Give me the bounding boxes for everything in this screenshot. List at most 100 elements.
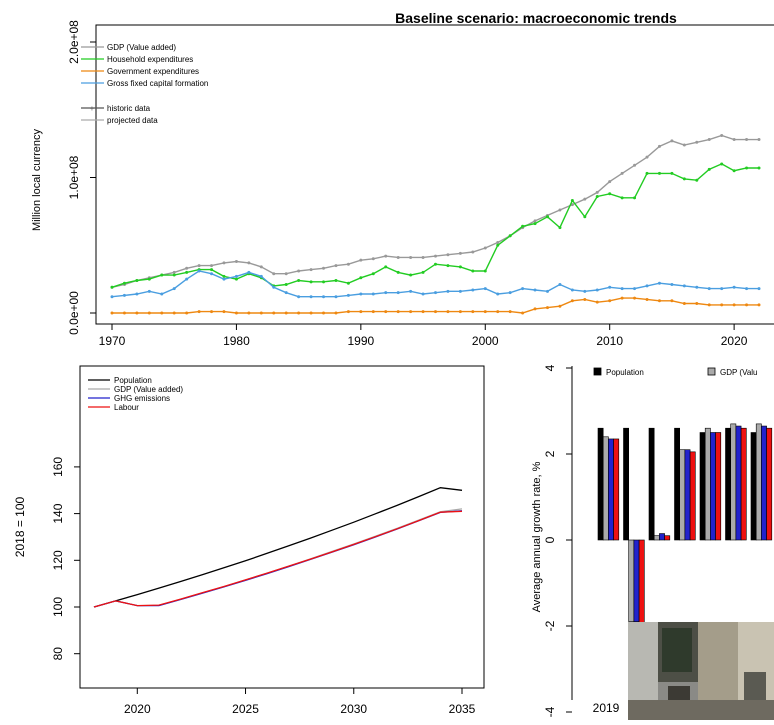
series-line-household: [111, 163, 759, 288]
data-point-household: [147, 277, 151, 281]
data-point-gfcf: [545, 289, 549, 293]
data-point-gdp: [608, 180, 612, 184]
data-point-government: [172, 311, 176, 315]
data-point-household: [682, 177, 686, 181]
data-point-gdp: [682, 143, 686, 147]
data-point-household: [558, 226, 562, 230]
chart-title: Baseline scenario: macroeconomic trends: [395, 10, 677, 26]
y-tick-label: 160: [51, 457, 65, 477]
data-point-gfcf: [147, 289, 151, 293]
y-tick-label: 0: [543, 536, 557, 543]
data-point-gdp: [334, 264, 338, 268]
data-point-gfcf: [670, 283, 674, 287]
y-axis-label: Average annual growth rate, %: [531, 461, 543, 612]
legend-label: Household expenditures: [107, 55, 193, 64]
data-point-government: [745, 303, 749, 307]
data-point-household: [322, 280, 326, 284]
legend-label: GDP (Value added): [107, 43, 176, 52]
data-point-household: [371, 272, 375, 276]
bar: [674, 427, 680, 541]
data-point-gdp: [396, 255, 400, 259]
data-point-government: [558, 304, 562, 308]
data-point-gdp: [670, 139, 674, 143]
data-point-household: [446, 264, 450, 268]
data-point-household: [384, 265, 388, 269]
x-tick-label: 2000: [472, 334, 499, 348]
data-point-gfcf: [172, 287, 176, 291]
data-point-gfcf: [247, 270, 251, 274]
data-point-gfcf: [508, 291, 512, 295]
data-point-government: [297, 311, 301, 315]
data-point-gfcf: [110, 295, 114, 299]
data-point-gfcf: [160, 292, 164, 296]
data-point-gdp: [446, 253, 450, 257]
data-point-household: [122, 281, 126, 285]
data-point-government: [757, 303, 761, 307]
legend-swatch: [593, 367, 602, 376]
data-point-household: [297, 278, 301, 282]
data-point-gdp: [309, 268, 313, 272]
data-point-gdp: [284, 272, 288, 276]
legend-label: historic data: [107, 104, 151, 113]
data-point-gdp: [259, 265, 263, 269]
data-point-government: [508, 310, 512, 314]
x-tick-label: 2020: [721, 334, 748, 348]
y-axis-label: Million local currency: [31, 128, 43, 231]
data-point-household: [545, 215, 549, 219]
bar: [730, 423, 737, 541]
data-point-gfcf: [234, 274, 238, 278]
data-point-gfcf: [396, 291, 400, 295]
bar: [689, 451, 696, 541]
bar: [633, 539, 640, 622]
data-point-government: [359, 310, 363, 314]
data-point-household: [745, 166, 749, 170]
data-point-household: [334, 278, 338, 282]
data-point-gfcf: [222, 277, 226, 281]
data-point-government: [247, 311, 251, 315]
data-point-government: [720, 303, 724, 307]
data-point-gfcf: [272, 285, 276, 289]
data-point-gdp: [409, 255, 413, 259]
data-point-gdp: [483, 246, 487, 250]
legend-label: GHG emissions: [114, 394, 170, 403]
y-tick-label: 100: [51, 597, 65, 617]
data-point-household: [633, 196, 637, 200]
bar: [725, 427, 731, 541]
bar: [740, 427, 747, 541]
data-point-gfcf: [421, 292, 425, 296]
data-point-government: [334, 311, 338, 315]
data-point-gdp: [346, 262, 350, 266]
x-tick-label: 1970: [99, 334, 126, 348]
data-point-household: [284, 283, 288, 287]
legend-label: projected data: [107, 116, 158, 125]
data-point-government: [371, 310, 375, 314]
data-point-government: [197, 310, 201, 314]
y-tick-label: 80: [51, 647, 65, 661]
data-point-household: [720, 162, 724, 166]
data-point-gfcf: [122, 293, 126, 297]
data-point-gdp: [620, 171, 624, 175]
data-point-gfcf: [458, 289, 462, 293]
data-point-gfcf: [483, 287, 487, 291]
data-point-gfcf: [409, 289, 413, 293]
data-point-household: [346, 281, 350, 285]
data-point-government: [645, 297, 649, 301]
data-point-household: [645, 171, 649, 175]
data-point-government: [670, 299, 674, 303]
bar: [755, 423, 762, 541]
legend-label: GDP (Valu: [720, 368, 758, 377]
x-tick-label: 1990: [347, 334, 374, 348]
data-point-household: [657, 171, 661, 175]
x-tick-label: 2019: [593, 701, 620, 715]
data-point-government: [483, 310, 487, 314]
y-tick-label: 1.0e+08: [67, 155, 81, 199]
data-point-government: [309, 311, 313, 315]
data-point-government: [682, 302, 686, 306]
data-point-household: [160, 273, 164, 277]
data-point-household: [234, 277, 238, 281]
bar: [648, 427, 655, 541]
data-point-gdp: [458, 251, 462, 255]
data-point-government: [259, 311, 263, 315]
data-point-household: [483, 269, 487, 273]
data-point-gfcf: [521, 287, 525, 291]
